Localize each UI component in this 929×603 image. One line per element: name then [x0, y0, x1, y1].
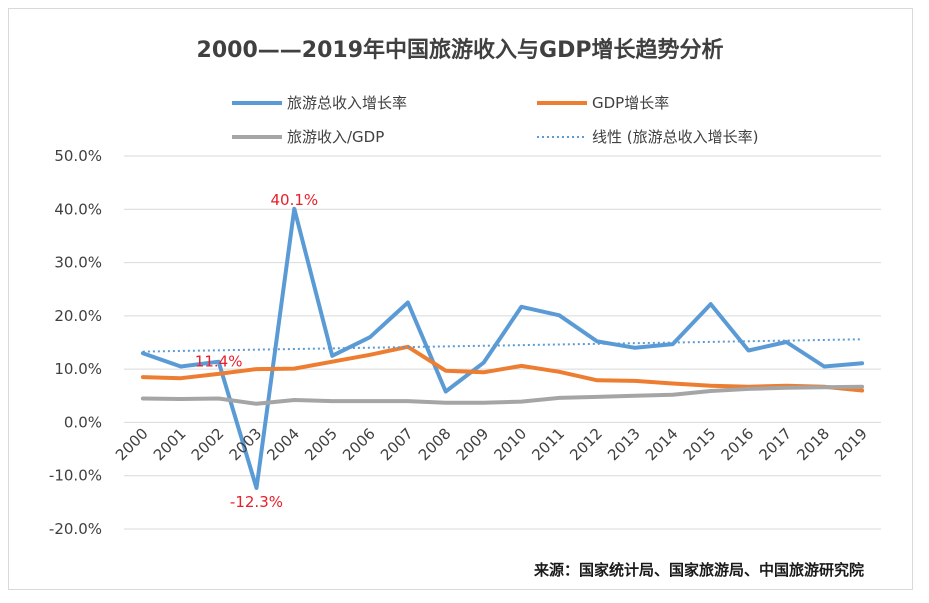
- series-line-1: [140, 344, 865, 393]
- x-tick-label: 2018: [793, 425, 833, 465]
- x-tick-label: 2016: [718, 425, 758, 465]
- x-tick-label: 2017: [755, 425, 795, 465]
- x-tick-label: 2010: [491, 425, 531, 465]
- data-labels: 40.1% 11.4% -12.3%: [195, 191, 318, 511]
- y-axis-ticks: 50.0% 40.0% 30.0% 20.0% 10.0% 0.0% -10.0% -20.0…: [49, 147, 102, 538]
- y-tick-label: 50.0%: [54, 147, 102, 165]
- data-label: 40.1%: [270, 191, 318, 209]
- x-tick-label: 2013: [604, 425, 644, 465]
- y-tick-label: -10.0%: [49, 467, 102, 485]
- x-tick-label: 2015: [680, 425, 720, 465]
- series-line-2: [140, 384, 865, 406]
- legend-label-tourism-growth: 旅游总收入增长率: [287, 94, 407, 112]
- y-tick-label: 30.0%: [54, 254, 102, 272]
- x-tick-label: 2005: [301, 425, 341, 465]
- x-tick-label: 2004: [263, 425, 303, 465]
- x-tick-label: 2008: [415, 425, 455, 465]
- legend-label-gdp-growth: GDP增长率: [592, 94, 669, 112]
- data-label: 11.4%: [195, 353, 243, 371]
- y-tick-label: 10.0%: [54, 360, 102, 378]
- x-tick-label: 2006: [339, 425, 379, 465]
- legend-label-trendline: 线性 (旅游总收入增长率): [592, 128, 758, 146]
- source-note: 来源：国家统计局、国家旅游局、中国旅游研究院: [533, 561, 864, 579]
- line-chart: 2000——2019年中国旅游收入与GDP增长趋势分析 旅游总收入增长率 GDP…: [49, 37, 881, 579]
- y-tick-label: 40.0%: [54, 200, 102, 218]
- legend: 旅游总收入增长率 GDP增长率 旅游收入/GDP 线性 (旅游总收入增长率): [232, 94, 758, 146]
- x-tick-label: 2009: [453, 425, 493, 465]
- x-tick-label: 2007: [377, 425, 417, 465]
- chart-frame: 2000——2019年中国旅游收入与GDP增长趋势分析 旅游总收入增长率 GDP…: [8, 8, 913, 590]
- y-tick-label: 20.0%: [54, 307, 102, 325]
- x-tick-label: 2011: [528, 425, 568, 465]
- x-tick-label: 2014: [642, 425, 682, 465]
- gridlines: [124, 155, 881, 530]
- x-tick-label: 2001: [150, 425, 190, 465]
- data-label: -12.3%: [230, 493, 283, 511]
- x-tick-label: 2002: [188, 425, 228, 465]
- y-tick-label: 0.0%: [64, 413, 102, 431]
- series-lines: [140, 206, 865, 490]
- y-tick-label: -20.0%: [49, 520, 102, 538]
- x-tick-label: 2012: [566, 425, 606, 465]
- series-line-0: [140, 206, 865, 490]
- x-axis-ticks: 2000200120022003200420052006200720082009…: [112, 425, 871, 465]
- legend-label-tourism-gdp-ratio: 旅游收入/GDP: [287, 128, 384, 146]
- x-tick-label: 2000: [112, 425, 152, 465]
- x-tick-label: 2019: [831, 425, 871, 465]
- chart-title: 2000——2019年中国旅游收入与GDP增长趋势分析: [197, 37, 724, 63]
